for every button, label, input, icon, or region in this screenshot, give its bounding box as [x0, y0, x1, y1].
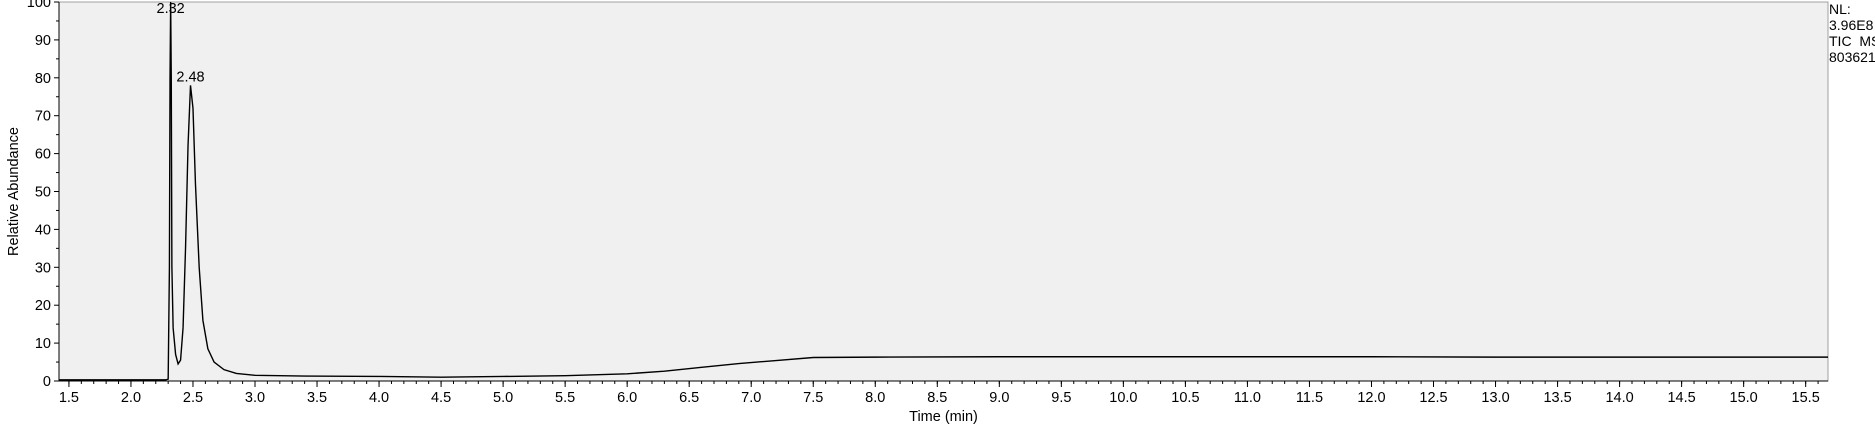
- x-tick-label: 9.5: [1051, 390, 1071, 406]
- x-tick-label: 15.0: [1730, 390, 1758, 406]
- x-tick-label: 6.5: [679, 390, 699, 406]
- y-tick-label: 20: [35, 298, 51, 314]
- y-axis: 0 10 20 30 40 50 60 70 80 90 100: [27, 0, 60, 390]
- x-tick-label: 3.5: [307, 390, 327, 406]
- x-axis-title: Time (min): [909, 409, 978, 425]
- y-axis-title: Relative Abundance: [6, 127, 22, 256]
- x-tick-label: 2.5: [183, 390, 203, 406]
- x-tick-label: 6.0: [617, 390, 637, 406]
- x-tick-label: 8.0: [865, 390, 885, 406]
- x-tick-label: 8.5: [927, 390, 947, 406]
- x-axis: 1.5 2.0 2.5 3.0 3.5 4.0 4.5 5.0 5.5 6.0 6.5 7.0 7.5 8…: [59, 380, 1828, 406]
- y-tick-label: 70: [35, 109, 51, 125]
- y-tick-label: 0: [43, 374, 51, 390]
- x-tick-label: 11.0: [1234, 390, 1261, 406]
- normalization-info: NL: 3.96E8 TIC MS 803621: [1829, 1, 1875, 65]
- scan-type: TIC MS: [1829, 33, 1875, 49]
- x-tick-label: 13.0: [1481, 390, 1509, 406]
- x-tick-label: 15.5: [1792, 390, 1820, 406]
- y-tick-label: 100: [27, 0, 51, 11]
- x-tick-label: 10.0: [1109, 390, 1137, 406]
- x-tick-label: 2.0: [121, 390, 141, 406]
- x-tick-label: 9.0: [989, 390, 1009, 406]
- tic-trace-line: [59, 1, 1828, 381]
- x-tick-label: 11.5: [1296, 390, 1323, 406]
- x-tick-label: 5.5: [555, 390, 575, 406]
- y-tick-label: 80: [35, 71, 51, 87]
- y-tick-label: 60: [35, 147, 51, 163]
- nl-value: 3.96E8: [1829, 17, 1874, 33]
- x-tick-label: 4.0: [369, 390, 389, 406]
- peak-labels: 2.32 2.48: [157, 1, 205, 85]
- x-tick-label: 5.0: [493, 390, 513, 406]
- y-tick-label: 10: [35, 336, 51, 352]
- file-id: 803621: [1829, 49, 1875, 65]
- x-tick-label: 12.0: [1357, 390, 1385, 406]
- x-tick-label: 13.5: [1543, 390, 1571, 406]
- x-tick-label: 3.0: [245, 390, 265, 406]
- x-tick-label: 4.5: [431, 390, 451, 406]
- plot-area: [58, 1, 1829, 382]
- x-tick-label: 10.5: [1171, 390, 1199, 406]
- peak-label: 2.32: [157, 1, 185, 17]
- y-tick-label: 90: [35, 33, 51, 49]
- nl-label: NL:: [1829, 1, 1851, 17]
- y-tick-label: 30: [35, 260, 51, 276]
- x-tick-label: 7.0: [741, 390, 761, 406]
- y-tick-label: 50: [35, 185, 51, 201]
- x-tick-label: 12.5: [1419, 390, 1447, 406]
- x-tick-label: 1.5: [59, 390, 79, 406]
- y-tick-label: 40: [35, 222, 51, 238]
- x-tick-label: 7.5: [803, 390, 823, 406]
- peak-label: 2.48: [176, 69, 204, 85]
- x-tick-label: 14.0: [1605, 390, 1633, 406]
- x-tick-label: 14.5: [1667, 390, 1695, 406]
